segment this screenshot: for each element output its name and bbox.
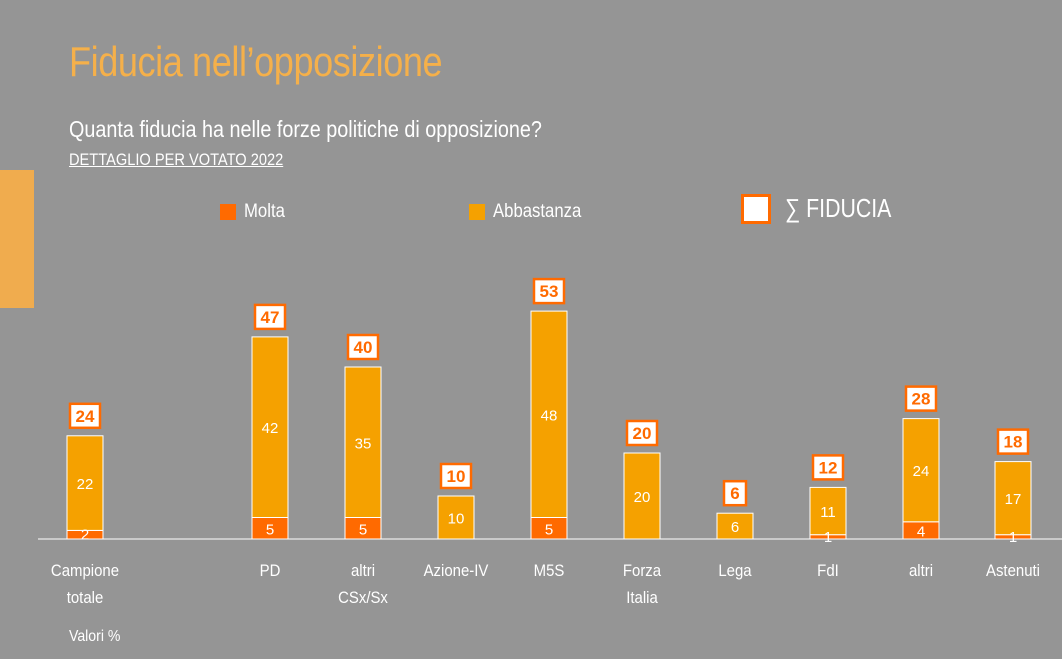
chart-subtitle: Quanta fiducia ha nelle forze politiche …	[69, 116, 542, 142]
bar-abbastanza	[344, 366, 382, 518]
category-label: FdI	[817, 562, 839, 580]
total-box	[811, 454, 845, 481]
page-title: Fiducia nell’opposizione	[69, 38, 443, 85]
legend-swatch-abbastanza	[469, 204, 485, 220]
bar-abbastanza	[66, 435, 104, 531]
data-label-molta: 5	[545, 521, 553, 538]
legend-item-abbastanza: Abbastanza	[469, 201, 593, 223]
legend-label-sum: ∑ FIDUCIA	[785, 193, 892, 223]
data-label-molta: 5	[266, 521, 274, 538]
total-label: 12	[819, 458, 838, 477]
total-box	[253, 303, 287, 331]
data-label-molta: 1	[1009, 529, 1017, 546]
total-box	[625, 419, 659, 447]
data-label-molta: 1	[824, 529, 832, 546]
total-label: 10	[447, 467, 466, 486]
category-label: PD	[260, 562, 281, 580]
bar-abbastanza	[623, 452, 661, 540]
total-label: 53	[540, 282, 559, 301]
footnote: Valori %	[69, 628, 121, 645]
category-label: altri	[351, 562, 375, 580]
legend-label-molta: Molta	[244, 201, 285, 222]
category-label: Italia	[626, 589, 658, 607]
category-label: altri	[909, 562, 933, 580]
category-label: M5S	[534, 562, 565, 580]
total-label: 6	[730, 484, 739, 503]
bar-abbastanza	[530, 310, 568, 518]
total-box	[346, 333, 380, 361]
total-box	[996, 428, 1030, 455]
bar-abbastanza	[994, 461, 1032, 536]
total-box	[532, 277, 566, 305]
data-label-abbastanza: 24	[913, 463, 930, 480]
data-label-abbastanza: 20	[634, 489, 651, 506]
total-box	[68, 402, 102, 430]
legend-item-molta: Molta	[220, 201, 290, 223]
data-label-abbastanza: 17	[1005, 491, 1022, 508]
chart-subtitle-detail: DETTAGLIO PER VOTATO 2022	[69, 150, 284, 169]
bar-abbastanza	[809, 486, 847, 536]
bar-abbastanza	[902, 418, 940, 523]
legend-swatch-sum	[741, 193, 771, 224]
data-label-abbastanza: 48	[541, 407, 558, 424]
category-label: totale	[67, 589, 104, 607]
bar-abbastanza	[716, 512, 754, 540]
total-box	[722, 479, 748, 507]
total-label: 40	[354, 338, 373, 357]
data-label-abbastanza: 10	[448, 511, 465, 528]
category-label: Lega	[718, 562, 751, 580]
category-label: Campione	[51, 562, 119, 580]
side-accent-tab	[0, 170, 34, 308]
data-label-molta: 5	[359, 521, 367, 538]
bar-abbastanza	[251, 336, 289, 518]
total-label: 24	[76, 407, 95, 426]
legend-label-abbastanza: Abbastanza	[493, 201, 582, 222]
total-label: 47	[261, 308, 280, 327]
category-label: CSx/Sx	[338, 589, 388, 607]
legend-item-sum: ∑ FIDUCIA	[741, 193, 915, 224]
category-label: Forza	[623, 562, 661, 580]
category-label: Azione-IV	[424, 562, 489, 580]
total-box	[439, 462, 473, 490]
total-label: 28	[912, 390, 931, 409]
legend-swatch-molta	[220, 204, 236, 220]
total-box	[904, 385, 938, 412]
data-label-molta: 4	[917, 523, 925, 540]
data-label-molta: 2	[81, 527, 89, 544]
bar-abbastanza	[437, 495, 475, 540]
data-label-abbastanza: 22	[77, 476, 94, 493]
total-label: 20	[633, 424, 652, 443]
category-label: Astenuti	[986, 562, 1040, 580]
data-label-abbastanza: 6	[731, 519, 739, 536]
data-label-abbastanza: 11	[820, 504, 836, 521]
data-label-abbastanza: 42	[262, 420, 279, 437]
total-label: 18	[1004, 433, 1023, 452]
data-label-abbastanza: 35	[355, 435, 372, 452]
